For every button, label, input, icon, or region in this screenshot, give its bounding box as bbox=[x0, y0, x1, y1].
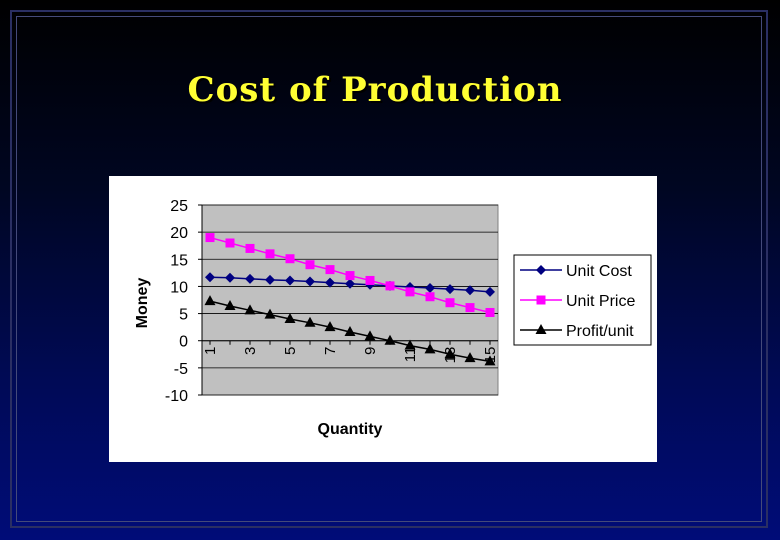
data-point-marker bbox=[225, 238, 235, 248]
x-tick-label: 3 bbox=[242, 347, 259, 355]
data-point-marker bbox=[484, 355, 496, 366]
data-point-marker bbox=[464, 352, 476, 363]
data-point-marker bbox=[204, 295, 216, 306]
y-tick-label: 10 bbox=[170, 279, 188, 296]
y-tick-label: -10 bbox=[165, 388, 188, 405]
legend-label: Unit Price bbox=[566, 293, 635, 310]
x-tick-label: 15 bbox=[482, 347, 499, 364]
data-point-marker bbox=[345, 278, 355, 289]
data-point-marker bbox=[205, 272, 215, 283]
data-point-marker bbox=[225, 272, 235, 283]
data-point-marker bbox=[265, 274, 275, 285]
data-point-marker bbox=[344, 326, 356, 337]
data-point-marker bbox=[285, 275, 295, 286]
y-tick-label: -5 bbox=[174, 361, 188, 378]
x-tick-label: 9 bbox=[362, 347, 379, 355]
data-point-marker bbox=[365, 275, 375, 285]
slide-title: Cost of Production bbox=[187, 70, 563, 110]
data-point-marker bbox=[445, 284, 455, 295]
data-point-marker bbox=[465, 303, 475, 313]
data-point-marker bbox=[305, 276, 315, 287]
x-tick-label: 1 bbox=[202, 347, 219, 355]
data-point-marker bbox=[485, 307, 495, 317]
data-point-marker bbox=[444, 348, 456, 359]
data-point-marker bbox=[264, 308, 276, 319]
legend-label: Profit/unit bbox=[566, 323, 634, 340]
legend-marker bbox=[536, 265, 546, 275]
data-point-marker bbox=[205, 233, 215, 243]
data-point-marker bbox=[265, 249, 275, 259]
x-axis-label: Quantity bbox=[318, 421, 383, 438]
data-point-marker bbox=[445, 298, 455, 308]
data-point-marker bbox=[325, 277, 335, 288]
y-tick-label: 0 bbox=[179, 334, 188, 351]
data-point-marker bbox=[244, 304, 256, 315]
y-tick-label: 20 bbox=[170, 225, 188, 242]
data-point-marker bbox=[385, 281, 395, 291]
data-point-marker bbox=[224, 299, 236, 310]
data-point-marker bbox=[404, 339, 416, 350]
data-point-marker bbox=[384, 334, 396, 345]
data-point-marker bbox=[364, 330, 376, 341]
data-point-marker bbox=[245, 243, 255, 253]
data-point-marker bbox=[424, 343, 436, 354]
legend-marker bbox=[536, 295, 546, 305]
x-tick-labels: 13579111315 bbox=[202, 347, 499, 364]
data-point-marker bbox=[285, 254, 295, 264]
legend-label: Unit Cost bbox=[566, 263, 632, 280]
data-point-marker bbox=[324, 321, 336, 332]
data-point-marker bbox=[304, 316, 316, 327]
slide-outer-border bbox=[10, 10, 768, 528]
data-point-marker bbox=[245, 273, 255, 284]
x-tick-label: 7 bbox=[322, 347, 339, 355]
slide-inner-border bbox=[16, 16, 762, 522]
data-point-marker bbox=[405, 281, 415, 292]
data-point-marker bbox=[284, 313, 296, 323]
data-point-marker bbox=[425, 283, 435, 294]
x-tick-label: 11 bbox=[402, 347, 419, 363]
legend-marker bbox=[535, 324, 547, 334]
data-point-marker bbox=[425, 292, 435, 302]
y-tick-label: 5 bbox=[179, 307, 188, 324]
series-markers bbox=[204, 233, 496, 366]
x-tick-label: 5 bbox=[282, 347, 299, 355]
data-point-marker bbox=[305, 260, 315, 270]
data-point-marker bbox=[345, 271, 355, 281]
y-tick-label: 25 bbox=[170, 198, 188, 215]
data-point-marker bbox=[405, 287, 415, 297]
axes bbox=[201, 205, 498, 395]
data-point-marker bbox=[325, 265, 335, 275]
y-tick-labels: 25 20 15 10 5 0 -5 -10 bbox=[165, 198, 188, 405]
legend: Unit Cost Unit Price Profit/unit bbox=[513, 254, 652, 346]
y-axis-label: Money bbox=[134, 278, 151, 329]
data-point-marker bbox=[485, 286, 495, 297]
data-point-marker bbox=[465, 285, 475, 296]
y-tick-label: 15 bbox=[170, 252, 188, 269]
